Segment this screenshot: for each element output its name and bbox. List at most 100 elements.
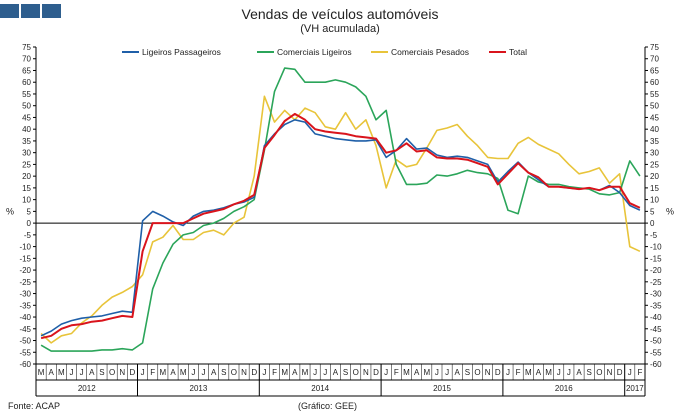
y-tick-label-right: 15 [650,184,659,193]
y-tick-label-left: -50 [19,337,31,346]
y-tick-label-left: -10 [19,243,31,252]
y-tick-label-left: 65 [22,66,31,75]
x-tick-label-month: A [455,368,461,377]
x-tick-label-month: M [423,368,430,377]
x-tick-label-month: S [587,368,592,377]
x-tick-label-month: J [445,368,449,377]
y-tick-label-left: 55 [22,90,31,99]
y-tick-label-right: 65 [650,66,659,75]
x-tick-label-month: O [596,368,602,377]
y-tick-label-left: -5 [24,231,32,240]
x-tick-label-month: F [272,368,277,377]
x-tick-label-month: F [150,368,155,377]
y-tick-label-right: -5 [650,231,658,240]
x-tick-label-month: F [516,368,521,377]
x-tick-label-month: M [281,368,288,377]
x-tick-label-year: 2015 [433,384,451,393]
x-tick-label-month: J [435,368,439,377]
y-tick-label-left: 40 [22,125,31,134]
x-tick-label-month: M [38,368,45,377]
y-axis-unit-right: % [666,206,674,216]
y-tick-label-right: 60 [650,78,659,87]
y-tick-label-left: -55 [19,348,31,357]
y-tick-label-right: 30 [650,149,659,158]
source-note: Fonte: ACAP [8,401,61,411]
x-tick-label-month: N [241,368,247,377]
legend-label: Total [509,47,527,57]
y-tick-label-right: -40 [650,313,662,322]
y-tick-label-left: 10 [22,196,31,205]
y-tick-label-left: 25 [22,160,31,169]
x-tick-label-month: D [373,368,379,377]
x-tick-label-month: J [323,368,327,377]
y-tick-label-left: -40 [19,313,31,322]
y-tick-label-left: 5 [27,207,32,216]
x-tick-label-month: N [363,368,369,377]
y-tick-label-right: -15 [650,254,662,263]
x-tick-label-month: O [231,368,237,377]
y-tick-label-right: -10 [650,243,662,252]
y-tick-label-right: 35 [650,137,659,146]
x-tick-label-month: O [109,368,115,377]
y-tick-label-right: 55 [650,90,659,99]
legend-label: Ligeiros Passageiros [142,47,221,57]
x-tick-label-month: A [170,368,176,377]
y-tick-label-right: -20 [650,266,662,275]
y-tick-label-right: -60 [650,360,662,369]
x-tick-label-month: M [58,368,65,377]
x-tick-label-month: S [465,368,470,377]
y-tick-label-right: 75 [650,43,659,52]
y-tick-label-left: -15 [19,254,31,263]
x-tick-label-year: 2016 [555,384,573,393]
x-tick-label-year: 2013 [190,384,208,393]
header-square-3 [42,4,61,18]
chart-credit: (Gráfico: GEE) [298,401,358,411]
y-tick-label-right: 70 [650,55,659,64]
x-tick-label-month: J [262,368,266,377]
x-tick-label-month: F [637,368,642,377]
y-tick-label-left: 30 [22,149,31,158]
x-tick-label-month: A [576,368,582,377]
x-tick-label-year: 2017 [626,384,644,393]
x-tick-label-month: M [302,368,309,377]
x-tick-label-month: N [485,368,491,377]
legend-label: Comerciais Ligeiros [277,47,352,57]
x-tick-label-month: D [495,368,501,377]
x-tick-label-month: J [191,368,195,377]
x-tick-label-month: A [292,368,298,377]
x-tick-label-month: S [221,368,226,377]
y-tick-label-right: 40 [650,125,659,134]
x-tick-label-month: O [474,368,480,377]
y-tick-label-left: 15 [22,184,31,193]
x-tick-label-month: M [180,368,187,377]
y-tick-label-right: -55 [650,348,662,357]
y-tick-label-left: 70 [22,55,31,64]
y-tick-label-right: 5 [650,207,655,216]
y-tick-label-left: 50 [22,102,31,111]
x-tick-label-month: F [394,368,399,377]
y-tick-label-right: -35 [650,301,662,310]
y-tick-label-right: -25 [650,278,662,287]
y-tick-label-right: -30 [650,290,662,299]
y-tick-label-left: -30 [19,290,31,299]
x-tick-label-month: D [130,368,136,377]
x-tick-label-month: J [628,368,632,377]
x-tick-label-month: J [80,368,84,377]
x-tick-label-month: J [567,368,571,377]
x-tick-label-year: 2014 [311,384,329,393]
x-tick-label-month: J [70,368,74,377]
chart-subtitle: (VH acumulada) [300,23,380,35]
y-tick-label-left: -45 [19,325,31,334]
y-tick-label-left: -60 [19,360,31,369]
x-tick-label-month: A [211,368,217,377]
y-tick-label-left: -35 [19,301,31,310]
x-tick-label-month: A [333,368,339,377]
x-tick-label-month: A [89,368,95,377]
y-tick-label-right: 25 [650,160,659,169]
series-line-ligeiros-passageiros [40,119,641,337]
x-tick-label-year: 2012 [78,384,96,393]
y-tick-label-right: 20 [650,172,659,181]
x-tick-label-month: D [251,368,257,377]
x-tick-label-month: A [536,368,542,377]
